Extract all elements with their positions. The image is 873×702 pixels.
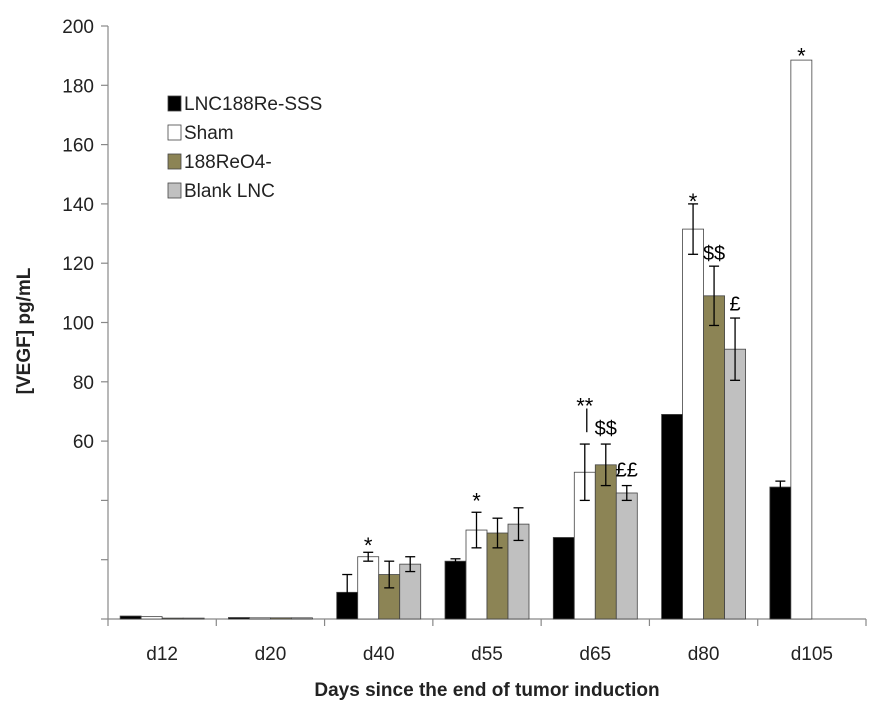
x-tick-label: d20: [255, 644, 287, 665]
bar-d40-series-3: [399, 563, 422, 620]
significance-marker: *: [689, 189, 698, 214]
bar-d65-series-3: [615, 492, 638, 620]
legend-swatch: [167, 153, 182, 170]
bar-d12-series-3: [182, 617, 205, 620]
bar-d80-series-3: [724, 348, 746, 620]
significance-marker: **: [576, 394, 594, 419]
legend-label: 188ReO4-: [184, 152, 272, 173]
x-tick-label: d65: [579, 644, 611, 665]
legend-swatch: [167, 124, 182, 141]
significance-marker: *: [364, 533, 373, 558]
bar-d65-series-0: [552, 537, 575, 620]
y-tick-label: 120: [62, 254, 94, 275]
bar-d80-series-1: [682, 228, 704, 620]
bar-d65-series-2: [594, 464, 617, 620]
axes: 60 80 100 120 140 160 180 200 d12 d20 d40 d55 d65 d80…: [62, 17, 867, 665]
bar-d105-series-0: [769, 486, 792, 620]
significance-marker: *: [472, 488, 481, 513]
x-tick-label: d55: [471, 644, 503, 665]
significance-marker: $$: [703, 243, 725, 265]
y-tick-label: 180: [62, 76, 94, 97]
y-tick-label: 100: [62, 314, 94, 335]
annotations-layer: ****$$££*$$£*: [364, 44, 806, 558]
legend: LNC188Re-SSS Sham 188ReO4- Blank LNC: [167, 94, 322, 202]
bar-d40-series-1: [357, 556, 380, 620]
y-tick-label: 60: [73, 432, 94, 453]
significance-marker: *: [797, 44, 806, 69]
bar-d20-series-3: [291, 617, 313, 620]
x-tick-label: d105: [791, 644, 833, 665]
bars-layer: [119, 59, 813, 620]
significance-marker: £: [730, 294, 741, 316]
bar-d12-series-1: [140, 616, 163, 620]
y-tick-label: 140: [62, 195, 94, 216]
x-tick-label: d40: [363, 644, 395, 665]
y-tick-label: 200: [62, 17, 94, 38]
x-axis-label: Days since the end of tumor induction: [314, 680, 659, 701]
bar-d12-series-2: [161, 617, 184, 620]
y-tick-label: 160: [62, 136, 94, 157]
x-tick-label: d80: [688, 644, 720, 665]
legend-label: Sham: [184, 123, 234, 144]
bar-d20-series-0: [228, 617, 250, 620]
significance-marker: ££: [616, 460, 638, 482]
significance-marker: $$: [595, 418, 617, 440]
bar-d55-series-0: [444, 560, 467, 620]
x-tick-label: d12: [146, 644, 178, 665]
bar-d20-series-1: [249, 617, 271, 620]
bar-d80-series-0: [661, 414, 683, 620]
bar-d80-series-2: [703, 295, 725, 620]
y-tick-label: 80: [73, 373, 94, 394]
y-axis-label: [VEGF] pg/mL: [14, 267, 35, 394]
bar-d20-series-2: [270, 617, 292, 620]
legend-label: LNC188Re-SSS: [184, 94, 322, 115]
bar-d12-series-0: [119, 615, 142, 620]
bar-d105-series-1: [790, 59, 813, 620]
legend-label: Blank LNC: [184, 181, 275, 202]
legend-swatch: [167, 182, 182, 199]
legend-swatch: [167, 95, 182, 112]
